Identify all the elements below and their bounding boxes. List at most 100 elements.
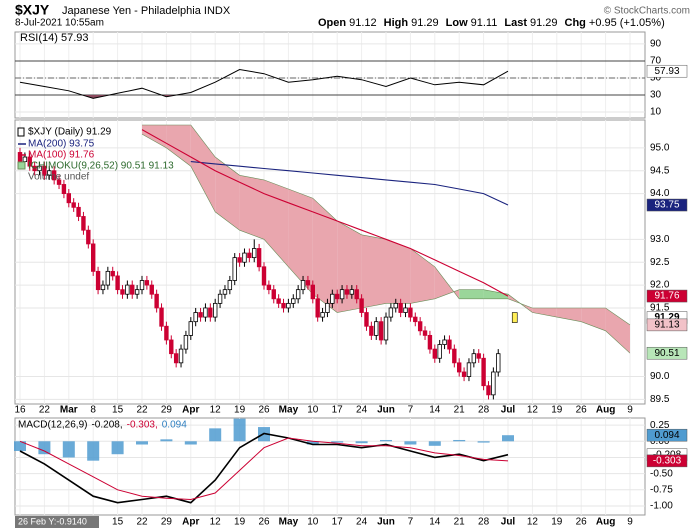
candle-body — [237, 257, 242, 263]
axis-marker-label: 0.094 — [654, 430, 679, 441]
candle-body — [193, 312, 198, 323]
histogram-bar — [453, 439, 466, 442]
histogram-bar — [184, 441, 197, 445]
candle-body — [349, 289, 355, 295]
cloud-segment — [288, 189, 313, 295]
candle-body — [422, 330, 428, 336]
y-tick-label: 90 — [650, 39, 662, 50]
candle-body — [339, 289, 345, 300]
axis-marker-label: 93.75 — [654, 200, 679, 211]
candle-body — [105, 270, 111, 286]
candle-body — [295, 289, 301, 300]
candle-body — [486, 385, 491, 396]
candle-body — [266, 284, 272, 291]
axis-marker — [646, 289, 688, 303]
x-tick-label: 19 — [234, 517, 246, 528]
candle-body — [447, 339, 452, 350]
cloud-segment — [483, 289, 508, 299]
x-tick-label: Apr — [182, 517, 199, 528]
candle-body — [95, 270, 101, 291]
y-tick-label: -1.00 — [650, 501, 673, 512]
x-tick-label: 8 — [90, 405, 96, 416]
candle-body — [149, 284, 154, 295]
axis-marker — [646, 454, 688, 468]
candle-body — [37, 165, 42, 172]
candle-body — [452, 348, 457, 364]
candle-body — [212, 302, 218, 318]
candle-body — [271, 289, 276, 300]
candle-body — [61, 184, 67, 195]
y-tick-label: 91.5 — [650, 303, 670, 314]
y-tick-label: 92.0 — [650, 280, 670, 291]
candle-body — [344, 289, 350, 295]
candle-body — [300, 280, 306, 291]
y-tick-label: -0.75 — [650, 484, 673, 495]
histogram-bar — [209, 428, 222, 442]
cloud-segment — [410, 248, 435, 304]
histogram-bar — [477, 441, 490, 443]
candle-body — [242, 252, 247, 263]
candle-body — [17, 152, 23, 162]
macd-legend: -0.208, — [91, 420, 122, 431]
candle-body — [276, 298, 281, 304]
candle-body — [466, 362, 472, 377]
x-tick-label: Apr — [182, 405, 199, 416]
x-tick-label: 16 — [14, 405, 26, 416]
x-tick-label: 17 — [332, 405, 344, 416]
macd-legend: -0.303, — [127, 420, 158, 431]
x-tick-label: 22 — [136, 405, 148, 416]
span-a-line — [141, 133, 631, 354]
candle-body — [359, 298, 364, 313]
candle-body — [291, 298, 296, 304]
cloud-segment — [239, 175, 264, 240]
cursor-label-box — [15, 516, 99, 528]
series-legend: MA(100) 91.76 — [28, 150, 95, 161]
candle-body — [398, 302, 403, 313]
axis-marker — [646, 428, 688, 442]
cloud-segment — [581, 307, 606, 331]
candle-body — [86, 229, 91, 245]
candle-body — [183, 334, 189, 350]
copyright: © StockCharts.com — [604, 6, 690, 17]
axis-marker — [646, 198, 688, 212]
x-tick-label: 15 — [112, 405, 124, 416]
x-tick-label: 19 — [551, 405, 563, 416]
symbol: $XJY — [15, 2, 50, 18]
candle-body — [432, 348, 437, 359]
candle-body — [496, 353, 501, 373]
cursor-label: 26 Feb Y:-0.9140 — [18, 516, 87, 526]
quote-label: Open — [318, 17, 346, 29]
x-tick-label: Mar — [60, 405, 78, 416]
candle-body — [76, 206, 81, 217]
candle-body — [427, 334, 433, 350]
cloud-segment — [166, 125, 191, 167]
candle-body — [154, 293, 159, 309]
x-tick-label: 26 — [576, 517, 588, 528]
rsi-line — [19, 68, 509, 99]
x-tick-label: Jul — [501, 405, 516, 416]
candle-body — [100, 284, 106, 291]
histogram-bar — [62, 441, 75, 458]
quote-label: Chg — [565, 17, 586, 29]
x-tick-label: 12 — [210, 405, 222, 416]
macd-line — [19, 432, 509, 504]
candle-body — [320, 312, 325, 318]
x-tick-label: 7 — [408, 405, 414, 416]
x-tick-label: 17 — [332, 517, 344, 528]
cloud-segment — [361, 234, 386, 308]
candle-body — [403, 307, 408, 313]
x-tick-label: 21 — [454, 517, 466, 528]
candle-body — [442, 339, 447, 345]
histogram-bar — [306, 441, 319, 445]
x-tick-label: 12 — [527, 517, 539, 528]
candle-body — [208, 307, 213, 318]
x-tick-label: Jul — [501, 517, 516, 528]
volume-legend: Volume undef — [28, 172, 89, 183]
candle-body — [334, 293, 340, 300]
y-tick-label: 0.25 — [650, 420, 670, 431]
candle-body — [32, 165, 37, 172]
cloud-legend: ICHIMOKU(9,26,52) 90.51 91.13 — [28, 161, 174, 172]
legend-icon — [17, 127, 25, 137]
cloud-segment — [190, 125, 216, 212]
